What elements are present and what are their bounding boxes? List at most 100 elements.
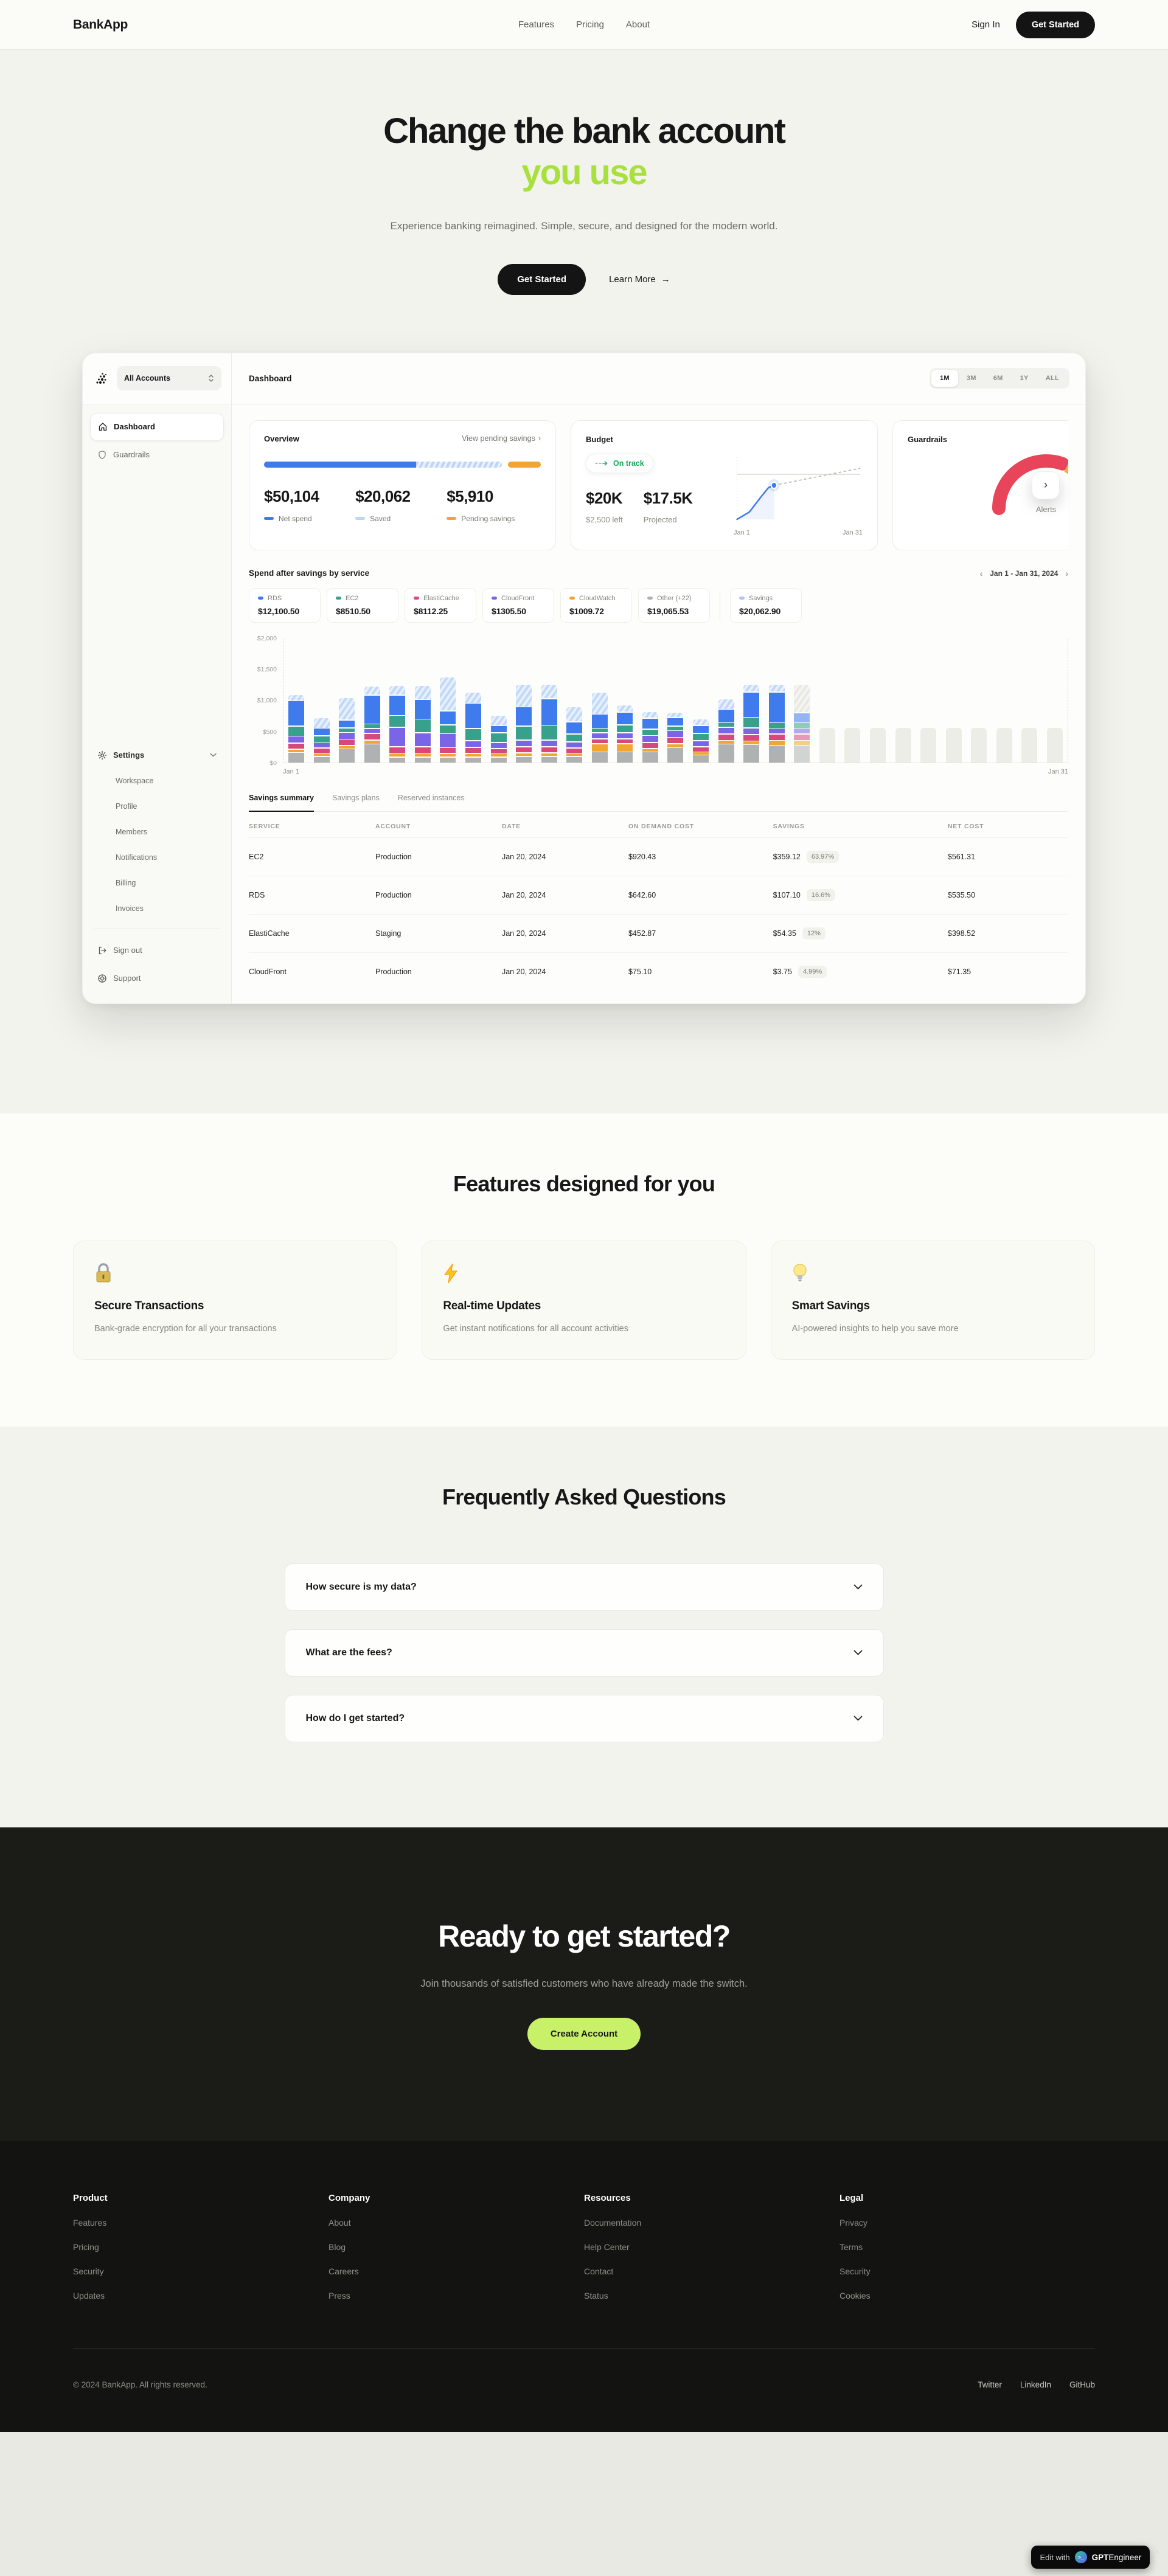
- footer-link-cookies[interactable]: Cookies: [839, 2290, 871, 2301]
- spend-bar-day-28: [971, 728, 987, 763]
- sidebar-subitem-invoices[interactable]: Invoices: [116, 904, 144, 913]
- chip-ec2[interactable]: EC2 $8510.50: [327, 587, 398, 623]
- gptengineer-logo-icon: >_: [1074, 2551, 1087, 2563]
- footer-link-contact[interactable]: Contact: [584, 2266, 614, 2276]
- cell-service: ElastiCache: [249, 929, 290, 938]
- sidebar-item-dashboard[interactable]: Dashboard: [90, 412, 224, 441]
- chip-rds[interactable]: RDS $12,100.50: [249, 587, 321, 623]
- sidebar-item-guardrails[interactable]: Guardrails: [90, 441, 224, 469]
- footer-link-status[interactable]: Status: [584, 2290, 608, 2301]
- range-3m[interactable]: 3M: [958, 370, 985, 387]
- spend-bar-day-31: [1046, 728, 1063, 763]
- dashboard-page-title: Dashboard: [249, 373, 292, 383]
- chip-elasticache[interactable]: ElastiCache $8112.25: [405, 587, 476, 623]
- prev-period-button[interactable]: ‹: [979, 568, 983, 578]
- hero-get-started-button[interactable]: Get Started: [498, 263, 586, 295]
- hero-title: Change the bank account you use: [0, 111, 1168, 193]
- range-all[interactable]: ALL: [1037, 370, 1068, 387]
- copyright: © 2024 BankApp. All rights reserved.: [73, 2380, 207, 2389]
- sidebar-subitem-billing[interactable]: Billing: [116, 878, 136, 887]
- footer-link-help-center[interactable]: Help Center: [584, 2242, 630, 2252]
- tab-reserved-instances[interactable]: Reserved instances: [397, 793, 465, 802]
- footer-link-terms[interactable]: Terms: [839, 2242, 863, 2252]
- get-started-button[interactable]: Get Started: [1015, 11, 1095, 38]
- footer-link-press[interactable]: Press: [328, 2290, 350, 2301]
- sign-in-link[interactable]: Sign In: [972, 19, 1000, 30]
- footer-link-features[interactable]: Features: [73, 2217, 107, 2228]
- range-6m[interactable]: 6M: [985, 370, 1012, 387]
- tab-savings-plans[interactable]: Savings plans: [332, 793, 380, 802]
- nav-about[interactable]: About: [625, 19, 650, 30]
- footer-link-about[interactable]: About: [328, 2217, 351, 2228]
- feature-title: Smart Savings: [791, 1299, 870, 1312]
- sidebar-support[interactable]: Support: [90, 964, 224, 992]
- chip-other[interactable]: Other (+22) $19,065.53: [638, 587, 710, 623]
- account-switcher[interactable]: All Accounts: [117, 366, 221, 391]
- tab-savings-summary[interactable]: Savings summary: [249, 794, 314, 812]
- sidebar-sign-out[interactable]: Sign out: [90, 937, 224, 964]
- footer-link-blog[interactable]: Blog: [328, 2242, 346, 2252]
- chip-savings[interactable]: Savings $20,062.90: [730, 587, 802, 623]
- chevron-down-icon: [853, 1716, 862, 1721]
- edit-with-gptengineer-button[interactable]: Edit with >_ GPTEngineer: [1031, 2546, 1150, 2569]
- budget-line-chart: [736, 457, 861, 522]
- sidebar-item-label: Dashboard: [114, 422, 155, 432]
- learn-more-link[interactable]: Learn More →: [609, 274, 670, 285]
- saved-dot: [355, 517, 366, 521]
- faq-item-get-started[interactable]: How do I get started?: [284, 1694, 884, 1742]
- nav-features[interactable]: Features: [518, 19, 555, 30]
- footer-link-legal-security[interactable]: Security: [839, 2266, 871, 2276]
- chip-cloudfront[interactable]: CloudFront $1305.50: [482, 587, 554, 623]
- carousel-next-button[interactable]: ›: [1032, 471, 1060, 499]
- main-nav: Features Pricing About: [518, 19, 650, 30]
- y-tick-label: $2,000: [257, 634, 277, 642]
- rds-dot: [258, 597, 263, 600]
- table-row: ElastiCache Staging Jan 20, 2024 $452.87…: [249, 915, 1068, 953]
- chevron-down-icon: [853, 1584, 862, 1590]
- cell-on-demand: $452.87: [628, 929, 656, 938]
- cell-net-cost: $71.35: [947, 968, 972, 977]
- spend-bar-day-2: [313, 718, 330, 763]
- sign-out-label: Sign out: [113, 946, 142, 955]
- cell-savings: $359.12: [773, 852, 801, 861]
- view-pending-savings-link[interactable]: View pending savings ›: [462, 434, 541, 443]
- sidebar-settings-toggle[interactable]: Settings: [90, 743, 224, 768]
- range-1m[interactable]: 1M: [931, 370, 958, 387]
- social-linkedin[interactable]: LinkedIn: [1020, 2380, 1051, 2389]
- chip-cloudwatch[interactable]: CloudWatch $1009.72: [560, 587, 632, 623]
- cell-date: Jan 20, 2024: [501, 852, 546, 861]
- social-github[interactable]: GitHub: [1069, 2380, 1095, 2389]
- range-1y[interactable]: 1Y: [1012, 370, 1037, 387]
- sidebar-subitem-members[interactable]: Members: [116, 827, 148, 836]
- footer-link-pricing[interactable]: Pricing: [73, 2242, 99, 2252]
- account-switcher-label: All Accounts: [124, 374, 170, 383]
- social-twitter[interactable]: Twitter: [978, 2380, 1002, 2389]
- footer-link-updates[interactable]: Updates: [73, 2290, 105, 2301]
- life-buoy-icon: [98, 974, 106, 983]
- badge-close-icon[interactable]: ×: [1155, 2547, 1159, 2556]
- spend-bar-day-7: [440, 677, 456, 763]
- budget-amount-block: $20K $2,500 left: [586, 489, 623, 524]
- sidebar-subitem-profile[interactable]: Profile: [116, 802, 137, 811]
- cell-savings: $107.10: [773, 890, 801, 899]
- chip-label: RDS: [268, 594, 282, 602]
- spend-bar-day-16: [667, 713, 684, 763]
- overview-title: Overview: [264, 434, 299, 443]
- footer-link-security[interactable]: Security: [73, 2266, 104, 2276]
- next-period-button[interactable]: ›: [1065, 568, 1068, 578]
- footer-link-documentation[interactable]: Documentation: [584, 2217, 642, 2228]
- faq-item-security[interactable]: How secure is my data?: [284, 1563, 884, 1611]
- nav-pricing[interactable]: Pricing: [576, 19, 604, 30]
- create-account-button[interactable]: Create Account: [527, 2017, 641, 2050]
- badge-brand-rest: Engineer: [1108, 2552, 1142, 2562]
- cell-service: EC2: [249, 852, 264, 861]
- budget-projected: $17.5K: [643, 488, 693, 507]
- sidebar-subitem-notifications[interactable]: Notifications: [116, 853, 158, 862]
- faq-item-fees[interactable]: What are the fees?: [284, 1629, 884, 1677]
- footer-link-careers[interactable]: Careers: [328, 2266, 359, 2276]
- budget-mini-chart: Jan 1 Jan 31: [734, 454, 863, 536]
- footer-link-privacy[interactable]: Privacy: [839, 2217, 867, 2228]
- spend-chart-bars: [283, 638, 1068, 763]
- sidebar-subitem-workspace[interactable]: Workspace: [116, 776, 154, 785]
- y-tick-label: $0: [269, 759, 277, 767]
